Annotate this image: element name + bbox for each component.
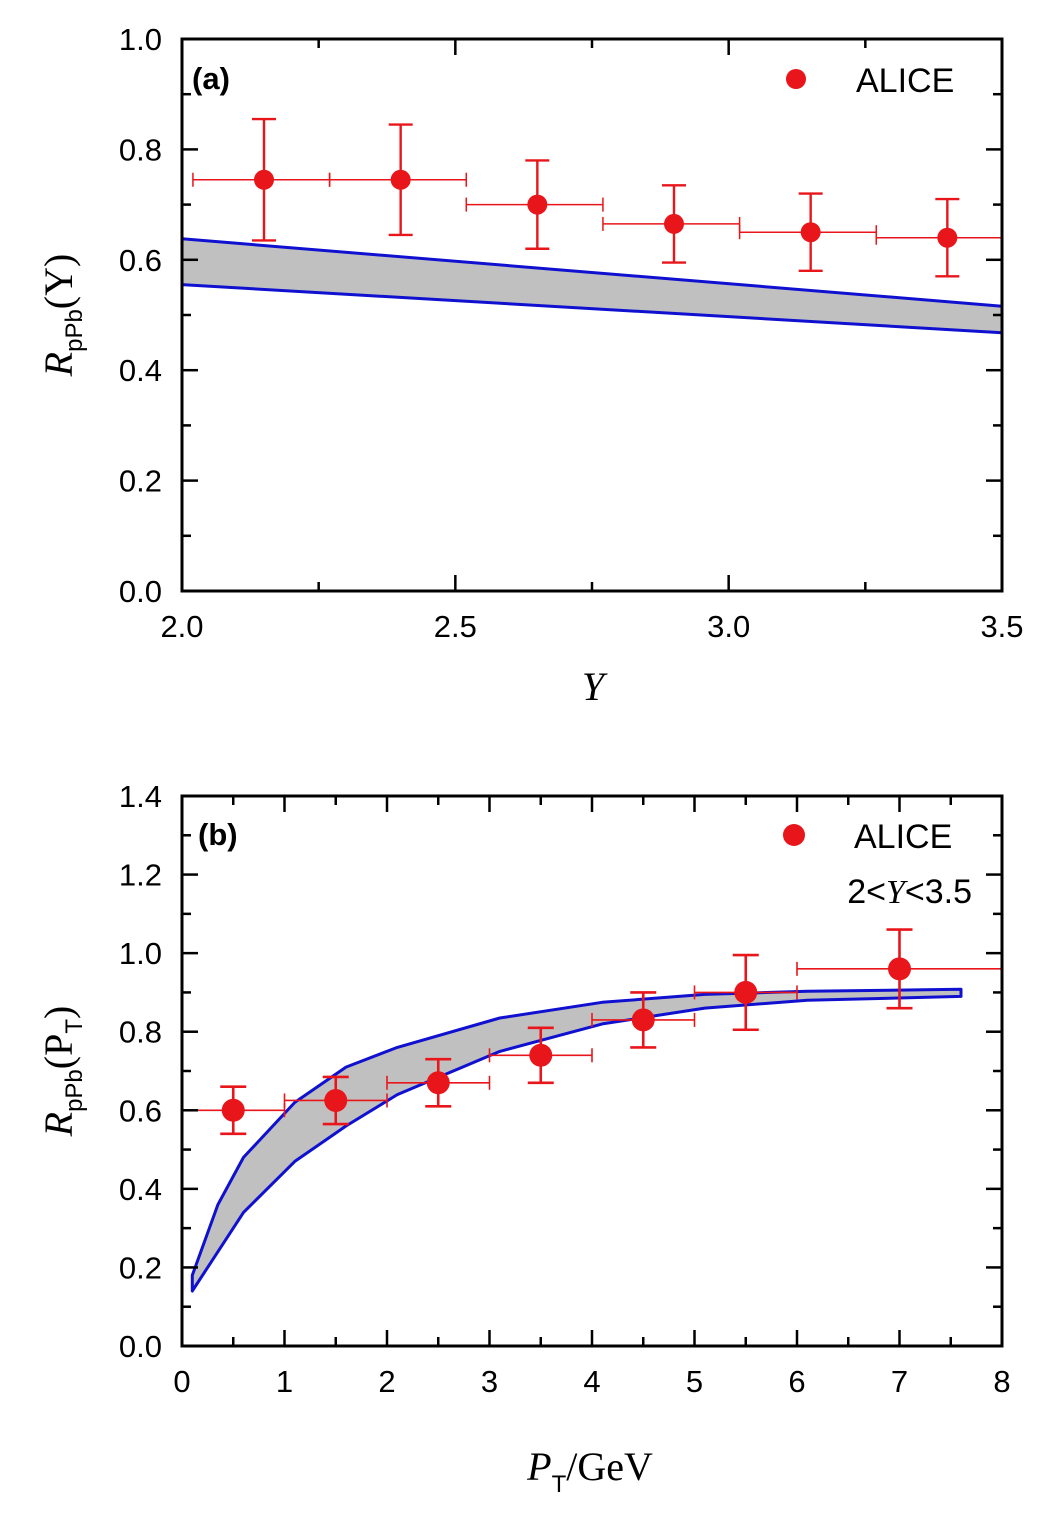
panel-b-y-title-arg-sub: T	[61, 1019, 88, 1034]
x-tick-label: 3	[481, 1364, 498, 1399]
data-marker	[734, 980, 758, 1004]
panel-a-chart: 2.0 2.5 3.0 3.5 0.0 0.2 0.4 0.6 0.8 1.0 (a) ALICE…	[36, 22, 1024, 709]
panel-b-data-points	[181, 928, 1003, 1136]
data-point	[192, 117, 331, 242]
data-marker	[664, 213, 684, 234]
panel-a-y-title-sub: pPb	[61, 309, 88, 352]
panel-b-y-title-main: R	[36, 1112, 81, 1137]
data-marker	[529, 1043, 553, 1067]
x-tick-label: 3.5	[980, 609, 1023, 644]
svg-text:RpPb(Y): RpPb(Y)	[36, 254, 88, 378]
x-tick-label: 5	[686, 1364, 703, 1399]
panel-a-legend: ALICE	[786, 62, 954, 100]
theory-band-area	[190, 987, 963, 1293]
panel-a-y-axis-title: RpPb(Y)	[36, 254, 88, 378]
panel-a-legend-marker	[786, 69, 806, 89]
data-marker	[324, 1088, 348, 1112]
data-point	[181, 1085, 286, 1136]
annotation-suffix: <3.5	[905, 873, 972, 911]
y-tick-label: 0.0	[119, 574, 162, 609]
data-marker	[426, 1071, 450, 1095]
y-tick-label: 1.0	[119, 936, 162, 971]
svg-text:RpPb(PT): RpPb(PT)	[36, 1006, 88, 1138]
panel-b-x-title-rest: /GeV	[566, 1444, 653, 1489]
panel-b-y-title-close: )	[36, 1006, 81, 1019]
x-tick-label: 7	[891, 1364, 908, 1399]
data-point	[386, 1057, 491, 1108]
panel-b-y-title-open: (P	[36, 1034, 81, 1070]
y-tick-label: 0.6	[119, 1093, 162, 1128]
panel-a-y-title-main: R	[36, 352, 81, 377]
x-tick-label: 4	[583, 1364, 600, 1399]
annotation-prefix: 2<	[847, 873, 886, 911]
panel-b-chart: 0 1 2 3 4 5 6 7 8 0.0 0.2 0.4 0.6 0.8 1.0 1.2 1.4 (b) AL…	[36, 779, 1011, 1498]
y-tick-label: 1.2	[119, 858, 162, 893]
data-point	[328, 123, 468, 237]
data-marker	[527, 194, 548, 215]
panel-b-rapidity-annotation: 2<Y<3.5	[847, 873, 972, 911]
data-point	[488, 1026, 593, 1085]
panel-a-legend-label: ALICE	[856, 62, 954, 100]
data-marker	[254, 169, 274, 190]
panel-b-axes: 0 1 2 3 4 5 6 7 8 0.0 0.2 0.4 0.6 0.8 1.0 1.2 1.4	[119, 779, 1011, 1399]
panel-b-x-title-main: P	[526, 1444, 551, 1489]
panel-b-label: (b)	[198, 817, 238, 852]
panel-a-label: (a)	[192, 61, 230, 96]
panel-b-y-title-sub: pPb	[61, 1069, 88, 1112]
panel-b-y-axis-title: RpPb(PT)	[36, 1006, 88, 1138]
y-tick-label: 0.8	[119, 1015, 162, 1050]
panel-a-y-title-arg: (Y)	[36, 254, 81, 310]
panel-b-legend-marker	[783, 824, 805, 846]
y-tick-label: 0.2	[119, 1250, 162, 1285]
data-point	[283, 1075, 388, 1126]
data-point	[738, 192, 878, 273]
data-marker	[937, 227, 958, 248]
x-tick-label: 8	[993, 1364, 1010, 1399]
y-tick-label: 0.2	[119, 464, 162, 499]
y-tick-label: 0.8	[119, 132, 162, 167]
data-point	[693, 953, 798, 1032]
y-tick-label: 0.4	[119, 353, 162, 388]
panel-b-x-title-sub: T	[552, 1471, 567, 1498]
x-tick-label: 1	[276, 1364, 293, 1399]
y-tick-label: 1.4	[119, 779, 162, 814]
panel-b-legend: ALICE	[783, 818, 952, 856]
theory-band-area	[180, 237, 1004, 335]
data-marker	[221, 1098, 245, 1122]
x-tick-label: 2.0	[160, 609, 203, 644]
y-tick-label: 0.6	[119, 243, 162, 278]
data-marker	[390, 169, 411, 190]
data-point	[875, 197, 1003, 278]
panel-b-legend-label: ALICE	[854, 818, 952, 856]
panel-a-data-points	[192, 117, 1003, 278]
panel-a-axes: 2.0 2.5 3.0 3.5 0.0 0.2 0.4 0.6 0.8 1.0	[119, 22, 1024, 644]
panel-b-x-axis-title: PT/GeV	[526, 1444, 653, 1498]
y-tick-label: 0.0	[119, 1329, 162, 1364]
x-tick-label: 6	[788, 1364, 805, 1399]
data-point	[465, 159, 604, 250]
x-tick-label: 2.5	[434, 609, 477, 644]
x-tick-label: 2	[378, 1364, 395, 1399]
annotation-italic: Y	[886, 874, 908, 911]
panel-a-theory-band	[180, 237, 1004, 335]
x-tick-label: 0	[173, 1364, 190, 1399]
data-point	[591, 991, 696, 1049]
data-marker	[888, 957, 911, 981]
panel-a-x-axis-title: Y	[582, 664, 608, 709]
data-point	[602, 184, 741, 264]
data-marker	[800, 222, 821, 243]
y-tick-label: 1.0	[119, 22, 162, 57]
data-marker	[631, 1008, 655, 1032]
x-tick-label: 3.0	[707, 609, 750, 644]
panel-b-theory-band	[190, 987, 963, 1293]
y-tick-label: 0.4	[119, 1172, 162, 1207]
